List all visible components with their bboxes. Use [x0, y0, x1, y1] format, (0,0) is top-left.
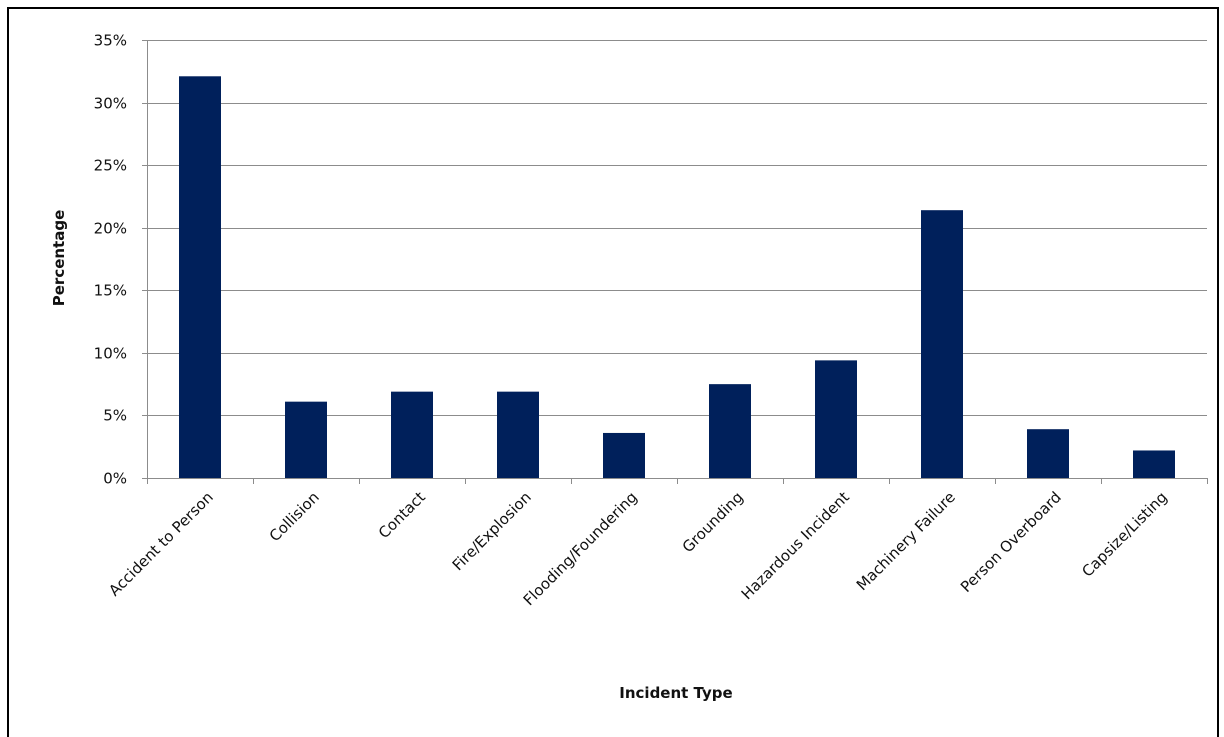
y-tick-label: 10%: [94, 345, 127, 363]
x-tick-label: Person Overboard: [957, 488, 1065, 596]
y-tick-label: 15%: [94, 282, 127, 300]
gridlines: [147, 40, 1207, 416]
bar: [391, 391, 433, 478]
x-tick-label: Fire/Explosion: [449, 488, 535, 574]
x-tick-label: Hazardous Incident: [738, 488, 853, 603]
bar: [1027, 429, 1069, 478]
y-tick-label: 20%: [94, 220, 127, 238]
bar: [285, 401, 327, 478]
y-tick-label: 5%: [103, 407, 127, 425]
y-tick-label: 30%: [94, 95, 127, 113]
bar: [709, 384, 751, 478]
y-tick-label: 25%: [94, 157, 127, 175]
bar: [1133, 450, 1175, 478]
x-tick-label: Machinery Failure: [853, 488, 959, 594]
x-tick-label: Grounding: [679, 488, 747, 556]
x-tick-label: Capsize/Listing: [1078, 488, 1170, 580]
y-tick-label: 35%: [94, 32, 127, 50]
x-axis-tick-labels: Accident to Person Collision Contact Fire/E…: [105, 488, 1171, 609]
x-tick-label: Accident to Person: [105, 488, 217, 600]
bar: [497, 391, 539, 478]
bar: [603, 432, 645, 478]
x-axis-title: Incident Type: [619, 684, 732, 702]
axes: [147, 40, 1208, 484]
bars: [179, 76, 1175, 479]
x-tick-label: Collision: [266, 488, 323, 545]
y-tick-label: 0%: [103, 470, 127, 488]
x-tick-label: Contact: [375, 488, 429, 542]
x-tick-label: Flooding/Foundering: [520, 488, 641, 609]
bar: [815, 360, 857, 478]
y-axis-title: Percentage: [50, 210, 68, 307]
bar: [179, 76, 221, 478]
bar: [921, 210, 963, 479]
y-axis-ticks: 0% 5% 10% 15% 20% 25% 30% 35%: [94, 32, 147, 488]
